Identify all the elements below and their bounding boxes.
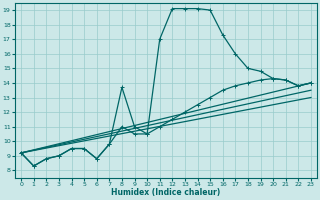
X-axis label: Humidex (Indice chaleur): Humidex (Indice chaleur) bbox=[111, 188, 221, 197]
